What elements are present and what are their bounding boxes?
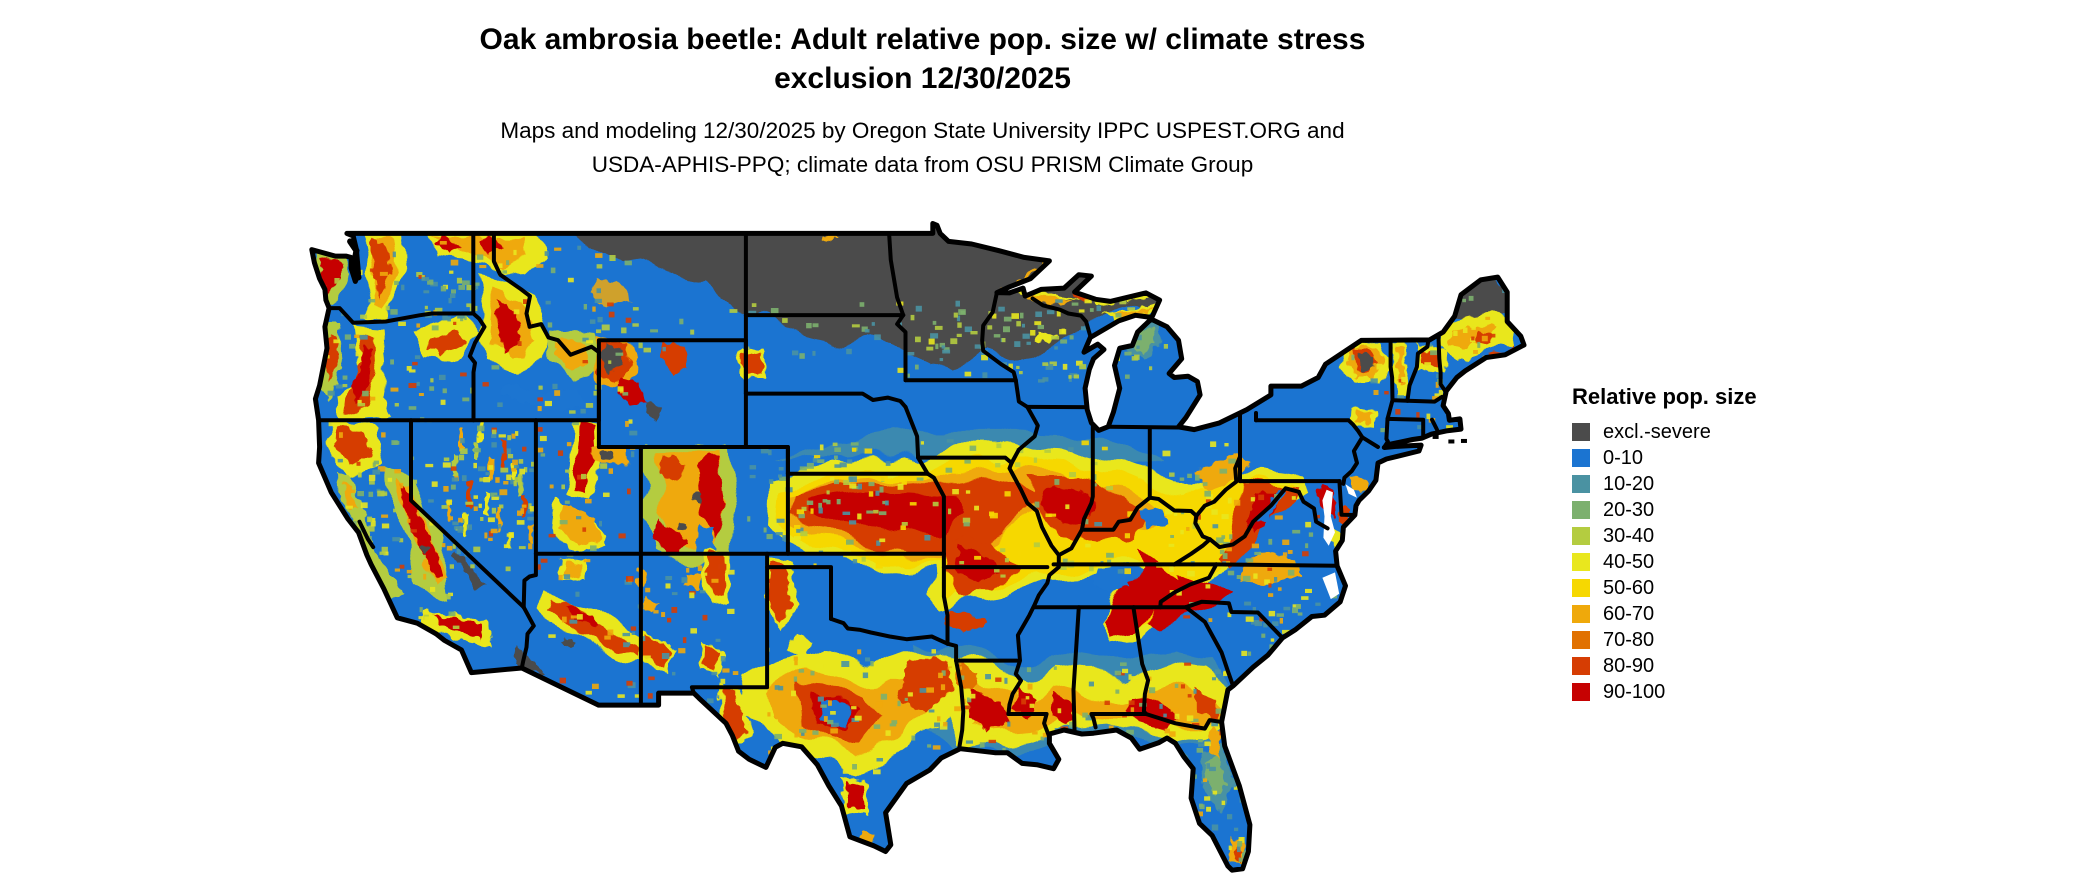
legend-entry: excl.-severe bbox=[1572, 421, 1757, 443]
legend-swatch bbox=[1572, 501, 1590, 519]
legend-entry-label: 60-70 bbox=[1603, 603, 1655, 625]
legend-swatch bbox=[1572, 683, 1590, 701]
page-title: Oak ambrosia beetle: Adult relative pop.… bbox=[0, 20, 1845, 98]
legend-entry: 10-20 bbox=[1572, 473, 1757, 495]
legend-entry: 50-60 bbox=[1572, 577, 1757, 599]
legend-entry-label: 0-10 bbox=[1603, 447, 1644, 469]
legend-title: Relative pop. size bbox=[1572, 384, 1757, 409]
legend-entry: 30-40 bbox=[1572, 525, 1757, 547]
page-subtitle: Maps and modeling 12/30/2025 by Oregon S… bbox=[0, 114, 1845, 182]
legend-swatch bbox=[1572, 423, 1590, 441]
legend-entry: 40-50 bbox=[1572, 551, 1757, 573]
legend-swatch bbox=[1572, 579, 1590, 597]
legend-entry-label: 20-30 bbox=[1603, 499, 1655, 521]
legend-swatch bbox=[1572, 475, 1590, 493]
legend-entry-label: 10-20 bbox=[1603, 473, 1655, 495]
legend-entry-label: 70-80 bbox=[1603, 629, 1655, 651]
legend-swatch bbox=[1572, 605, 1590, 623]
state-borders bbox=[316, 231, 1448, 751]
legend-swatch bbox=[1572, 553, 1590, 571]
legend-rows: excl.-severe 0-10 10-20 20-30 30-40 40-50 50-6… bbox=[1572, 421, 1757, 703]
legend-entry-label: 90-100 bbox=[1603, 681, 1666, 703]
legend-entry: 0-10 bbox=[1572, 447, 1757, 469]
legend-entry-label: 80-90 bbox=[1603, 655, 1655, 677]
title-line-2: exclusion 12/30/2025 bbox=[774, 62, 1071, 95]
legend-entry-label: 40-50 bbox=[1603, 551, 1655, 573]
legend-entry: 20-30 bbox=[1572, 499, 1757, 521]
legend-swatch bbox=[1572, 449, 1590, 467]
legend-swatch bbox=[1572, 631, 1590, 649]
title-block: Oak ambrosia beetle: Adult relative pop.… bbox=[0, 20, 1845, 182]
legend-entry-label: excl.-severe bbox=[1603, 421, 1711, 443]
legend-entry: 60-70 bbox=[1572, 603, 1757, 625]
subtitle-line-1: Maps and modeling 12/30/2025 by Oregon S… bbox=[500, 118, 1345, 143]
legend-swatch bbox=[1572, 527, 1590, 545]
legend-swatch bbox=[1572, 657, 1590, 675]
map-legend: Relative pop. size excl.-severe 0-10 10-20… bbox=[1572, 384, 1757, 709]
legend-entry: 70-80 bbox=[1572, 629, 1757, 651]
legend-entry: 80-90 bbox=[1572, 655, 1757, 677]
legend-entry: 90-100 bbox=[1572, 681, 1757, 703]
legend-entry-label: 30-40 bbox=[1603, 525, 1655, 547]
subtitle-line-2: USDA-APHIS-PPQ; climate data from OSU PR… bbox=[591, 152, 1254, 177]
legend-entry-label: 50-60 bbox=[1603, 577, 1655, 599]
title-line-1: Oak ambrosia beetle: Adult relative pop.… bbox=[479, 23, 1366, 56]
